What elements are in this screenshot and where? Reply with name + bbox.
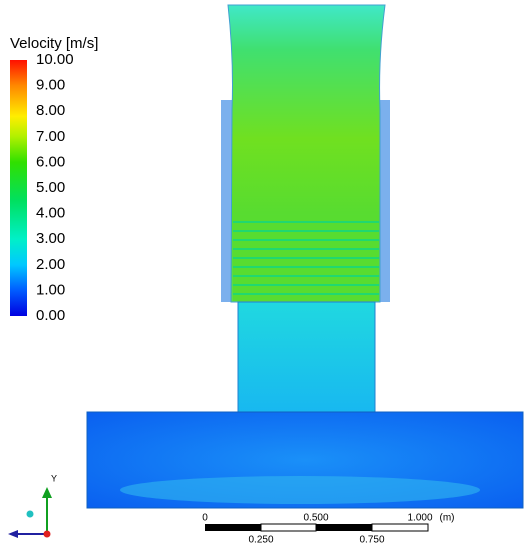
scale-segment (205, 524, 261, 531)
scale-unit: (m) (440, 513, 455, 524)
legend-tick-label: 2.00 (36, 256, 65, 273)
scale-label: 0 (202, 513, 208, 524)
porous-zone (233, 215, 379, 301)
legend-tick-label: 6.00 (36, 153, 65, 170)
middle-duct (237, 301, 376, 413)
flow-region (120, 476, 480, 504)
legend-tick-label: 7.00 (36, 128, 65, 145)
scale-label: 0.750 (359, 535, 384, 546)
legend-tick-label: 9.00 (36, 77, 65, 94)
scale-label: 1.000 (407, 513, 432, 524)
legend-tick-label: 10.00 (36, 51, 74, 68)
legend-tick-label: 4.00 (36, 205, 65, 222)
legend-tick-label: 5.00 (36, 179, 65, 196)
legend-tick-label: 0.00 (36, 307, 65, 324)
triad-z (26, 510, 34, 518)
legend-tick-label: 8.00 (36, 102, 65, 119)
triad-label: Y (51, 473, 57, 483)
legend-title: Velocity [m/s] (10, 35, 98, 52)
scale-label: 0.500 (303, 513, 328, 524)
triad-y-arrow (42, 487, 52, 498)
legend-ticks: 10.00 9.00 8.00 7.00 6.00 5.00 4.00 3.00 2.00 1.0… (36, 51, 74, 324)
color-bar (10, 60, 27, 316)
scale-label: 0.250 (248, 535, 273, 546)
triad-origin (43, 530, 51, 538)
legend-tick-label: 1.00 (36, 281, 65, 298)
scale-segment (316, 524, 372, 531)
triad-x-arrow (8, 530, 18, 538)
scale-segment (371, 523, 429, 532)
scale-segment (260, 523, 317, 532)
legend-tick-label: 3.00 (36, 230, 65, 247)
